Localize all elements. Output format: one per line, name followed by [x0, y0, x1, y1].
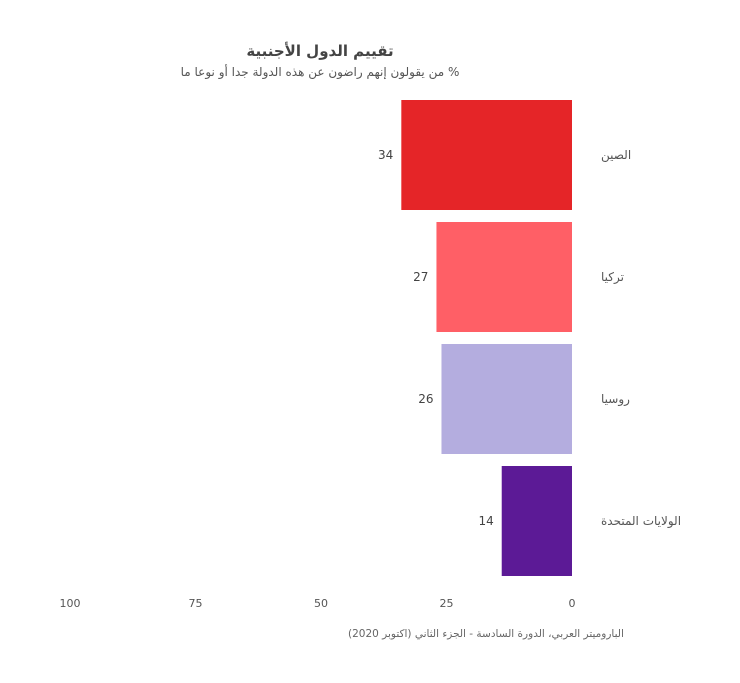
bars-group: 34 الصين 27 تركيا 26 روسيا 14 الولايات المتحدة	[378, 100, 681, 576]
x-tick-1: 75	[189, 597, 203, 610]
x-tick-2: 50	[314, 597, 328, 610]
value-label-1: 27	[413, 270, 428, 284]
x-tick-4: 0	[569, 597, 576, 610]
bar-3	[501, 466, 572, 576]
category-label-0: الصين	[601, 148, 631, 163]
bar-0	[401, 100, 572, 210]
bar-2	[441, 344, 572, 454]
bar-1	[436, 222, 572, 332]
source-note: الباروميتر العربي، الدورة السادسة - الجز…	[348, 628, 624, 640]
chart-subtitle: % من يقولون إنهم راضون عن هذه الدولة جدا…	[181, 64, 460, 80]
x-axis-ticks: 100 75 50 25 0	[60, 597, 576, 610]
category-label-2: روسيا	[601, 392, 630, 407]
chart-title: تقييم الدول الأجنبية	[246, 42, 393, 60]
value-label-0: 34	[378, 148, 393, 162]
category-label-3: الولايات المتحدة	[601, 514, 681, 529]
x-tick-0: 100	[60, 597, 81, 610]
value-label-3: 14	[478, 514, 493, 528]
value-label-2: 26	[418, 392, 433, 406]
category-label-1: تركيا	[601, 270, 624, 285]
x-tick-3: 25	[440, 597, 454, 610]
